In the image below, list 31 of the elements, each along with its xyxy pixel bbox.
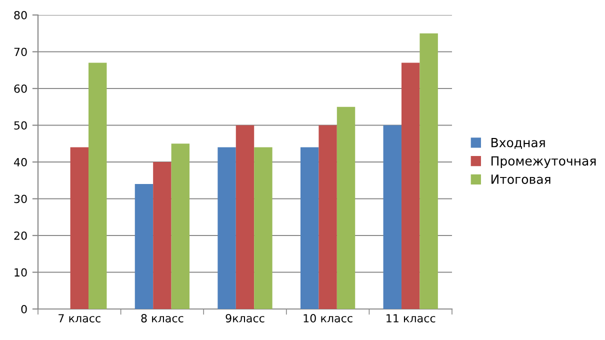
bar <box>171 144 190 309</box>
bar <box>300 147 319 309</box>
y-tick-label: 10 <box>14 268 27 277</box>
y-tick-label: 70 <box>14 48 27 56</box>
bar <box>420 33 438 309</box>
x-tick-label: 9класс <box>226 314 264 322</box>
x-tick-label: 8 класс <box>141 314 184 322</box>
x-tick-label: 11 класс <box>386 314 436 322</box>
bar <box>153 162 172 309</box>
y-tick-label: 40 <box>14 158 27 166</box>
bar <box>318 125 337 309</box>
y-tick-label: 20 <box>14 231 27 240</box>
bar <box>383 125 402 309</box>
legend-label: Итоговая <box>492 174 550 184</box>
bar <box>88 62 107 309</box>
legend-label: Промежуточная <box>492 156 596 168</box>
x-tick-label: 10 класс <box>304 314 352 322</box>
y-tick-label: 80 <box>14 10 27 20</box>
bar <box>70 147 89 309</box>
bar <box>336 106 356 309</box>
x-tick-label: 7 класс <box>58 314 100 322</box>
bar <box>401 62 420 309</box>
bar <box>236 125 254 309</box>
y-tick-label: 30 <box>14 194 27 204</box>
y-tick-label: 60 <box>14 84 27 93</box>
y-tick-label: 50 <box>14 121 27 130</box>
bar <box>134 184 154 309</box>
y-tick-label: 0 <box>21 304 27 314</box>
bar <box>218 147 236 309</box>
bar <box>254 147 272 309</box>
legend-label: Входная <box>492 138 545 149</box>
